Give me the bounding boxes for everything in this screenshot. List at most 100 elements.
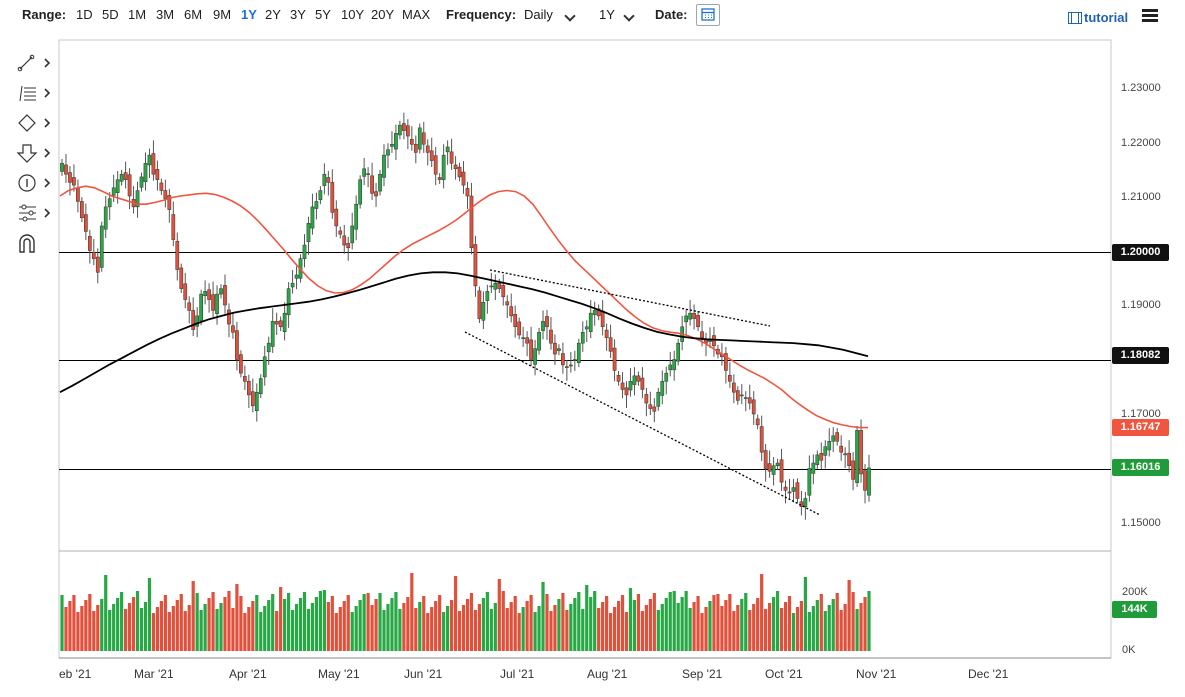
candle[interactable]: [855, 425, 859, 488]
candle[interactable]: [167, 188, 172, 223]
candle[interactable]: [676, 338, 681, 366]
candle[interactable]: [485, 284, 490, 314]
candle[interactable]: [644, 387, 649, 417]
candle[interactable]: [159, 178, 164, 195]
candle[interactable]: [783, 480, 788, 504]
candle[interactable]: [290, 270, 295, 294]
candle[interactable]: [815, 450, 820, 470]
candle[interactable]: [763, 443, 768, 482]
candle[interactable]: [437, 173, 442, 185]
candle[interactable]: [517, 317, 522, 340]
candle[interactable]: [636, 371, 641, 386]
candle[interactable]: [728, 362, 732, 388]
candle[interactable]: [775, 458, 780, 471]
candle[interactable]: [604, 323, 609, 351]
candle[interactable]: [258, 374, 263, 399]
candle[interactable]: [708, 327, 712, 349]
candle[interactable]: [568, 351, 573, 373]
candle[interactable]: [739, 384, 744, 405]
candle[interactable]: [640, 367, 645, 399]
candle[interactable]: [187, 296, 192, 324]
candle[interactable]: [358, 175, 363, 209]
candle[interactable]: [616, 370, 621, 386]
candle[interactable]: [469, 182, 474, 255]
candle[interactable]: [262, 345, 267, 386]
candle[interactable]: [572, 350, 577, 371]
candle[interactable]: [215, 285, 219, 325]
candle[interactable]: [429, 137, 434, 168]
range-button-3m[interactable]: 3M: [156, 7, 175, 22]
candle[interactable]: [549, 316, 553, 350]
candle[interactable]: [417, 123, 422, 154]
candle[interactable]: [787, 478, 792, 500]
candle[interactable]: [457, 162, 462, 182]
candle[interactable]: [227, 303, 231, 338]
candle[interactable]: [759, 415, 764, 461]
candle[interactable]: [867, 454, 871, 502]
candle[interactable]: [513, 305, 518, 338]
candle[interactable]: [326, 170, 331, 196]
candle[interactable]: [791, 478, 796, 503]
candle[interactable]: [843, 447, 847, 468]
candle[interactable]: [493, 274, 498, 301]
candle[interactable]: [119, 169, 124, 186]
candle[interactable]: [509, 293, 514, 323]
frequency-select[interactable]: Daily: [524, 7, 553, 22]
candle[interactable]: [95, 248, 100, 284]
candle[interactable]: [211, 281, 215, 317]
candle[interactable]: [779, 448, 784, 491]
candle[interactable]: [668, 351, 673, 377]
candle[interactable]: [620, 372, 625, 399]
candle[interactable]: [179, 263, 184, 294]
candle[interactable]: [771, 457, 776, 486]
candle[interactable]: [421, 121, 426, 153]
candle[interactable]: [541, 310, 545, 340]
candle[interactable]: [362, 157, 366, 186]
candle[interactable]: [330, 169, 335, 219]
candle[interactable]: [851, 452, 855, 491]
candle[interactable]: [402, 112, 406, 140]
candle[interactable]: [521, 326, 525, 347]
candle[interactable]: [72, 164, 76, 192]
candle[interactable]: [823, 440, 828, 469]
candle[interactable]: [64, 154, 68, 183]
candle[interactable]: [342, 224, 347, 254]
candle[interactable]: [266, 336, 271, 365]
lower-trendline[interactable]: [464, 331, 821, 516]
range-button-max[interactable]: MAX: [402, 7, 431, 22]
candle[interactable]: [398, 120, 402, 140]
range-button-1d[interactable]: 1D: [76, 7, 93, 22]
candle[interactable]: [413, 135, 418, 164]
candle[interactable]: [87, 229, 92, 264]
candle[interactable]: [565, 360, 569, 381]
candle[interactable]: [390, 131, 394, 153]
candle[interactable]: [481, 291, 486, 329]
candle[interactable]: [135, 181, 140, 218]
candle[interactable]: [489, 272, 494, 294]
candle[interactable]: [350, 212, 355, 250]
candle[interactable]: [282, 302, 287, 341]
range-button-3y[interactable]: 3Y: [290, 7, 306, 22]
candle[interactable]: [409, 126, 414, 151]
candle[interactable]: [747, 384, 752, 410]
candle[interactable]: [445, 140, 450, 165]
candle[interactable]: [274, 312, 279, 335]
candle[interactable]: [394, 124, 398, 161]
candle[interactable]: [735, 386, 740, 405]
range-button-2y[interactable]: 2Y: [265, 7, 281, 22]
candle[interactable]: [477, 286, 482, 323]
candle[interactable]: [660, 370, 665, 405]
candle[interactable]: [580, 321, 585, 352]
candle[interactable]: [195, 307, 200, 338]
settings-tool-icon[interactable]: [14, 202, 54, 224]
candle[interactable]: [163, 179, 168, 208]
candle[interactable]: [235, 321, 239, 371]
candle[interactable]: [433, 146, 438, 186]
fib-tool-icon[interactable]: [14, 82, 54, 104]
candle[interactable]: [529, 326, 533, 367]
candle[interactable]: [664, 366, 669, 395]
candle[interactable]: [111, 174, 116, 202]
range-button-6m[interactable]: 6M: [184, 7, 203, 22]
candle[interactable]: [191, 297, 196, 337]
